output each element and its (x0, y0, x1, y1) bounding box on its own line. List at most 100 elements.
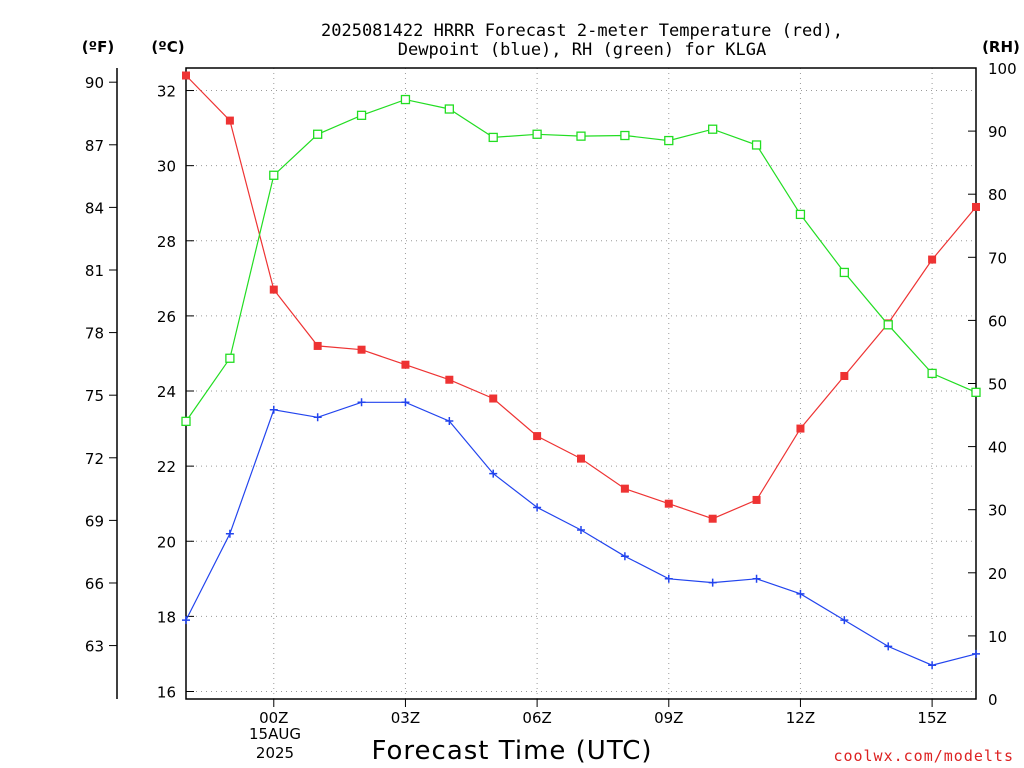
x-tick-label: 03Z (391, 709, 420, 727)
celsius-tick-label: 26 (157, 308, 176, 326)
temperature-point (577, 454, 585, 463)
fahrenheit-tick-label: 72 (85, 450, 104, 468)
rh-tick-label: 100 (988, 60, 1017, 78)
rh-point (664, 135, 674, 146)
temperature-point (708, 514, 717, 523)
date-label-year: 2025 (256, 744, 294, 762)
x-axis-label: Forecast Time (UTC) (371, 736, 652, 766)
temperature-point (620, 484, 629, 493)
rh-point (927, 368, 937, 379)
dewpoint-point (269, 405, 278, 414)
credit-text: coolwx.com/modelts (833, 747, 1014, 765)
celsius-tick-label: 16 (157, 683, 176, 701)
temperature-point (313, 341, 322, 350)
rh-tick-label: 0 (988, 691, 998, 709)
celsius-tick-label: 22 (157, 458, 176, 476)
dewpoint-point (796, 589, 805, 598)
celsius-tick-label: 18 (157, 608, 176, 626)
chart-title-line1: 2025081422 HRRR Forecast 2-meter Tempera… (321, 21, 843, 41)
rh-tick-label: 10 (988, 628, 1007, 646)
temperature-line (185, 75, 977, 520)
x-tick-label: 09Z (654, 709, 683, 727)
fahrenheit-tick-label: 87 (85, 137, 104, 155)
temperature-point (489, 394, 498, 403)
fahrenheit-tick-label: 84 (85, 199, 104, 217)
rh-point (269, 170, 279, 180)
plot-frame (185, 67, 977, 700)
rh-point (444, 104, 454, 114)
fahrenheit-axis-label: (ºF) (82, 38, 114, 56)
dewpoint-point (313, 413, 322, 422)
fahrenheit-tick-label: 90 (85, 74, 104, 92)
data-series (181, 71, 981, 670)
temperature-point (269, 285, 278, 294)
temperature-point (533, 432, 542, 441)
rh-point (181, 416, 191, 427)
dewpoint-point (577, 525, 585, 534)
rh-line (185, 98, 977, 422)
rh-point (400, 94, 411, 105)
gridlines (186, 68, 976, 699)
dewpoint-point (752, 574, 761, 583)
rh-tick-label: 80 (988, 186, 1007, 204)
fahrenheit-tick-label: 66 (85, 575, 104, 593)
fahrenheit-tick-label: 63 (85, 638, 104, 656)
celsius-tick-label: 24 (157, 383, 176, 401)
chart-title-line2: Dewpoint (blue), RH (green) for KLGA (398, 40, 766, 60)
rh-tick-label: 40 (988, 439, 1007, 457)
temperature-point (401, 360, 410, 369)
rh-point (356, 110, 367, 120)
dewpoint-point (489, 469, 498, 478)
temperature-point (972, 202, 980, 211)
rh-point (532, 129, 542, 139)
dewpoint-point (928, 661, 937, 670)
celsius-tick-label: 32 (157, 83, 176, 101)
temperature-point (928, 255, 937, 264)
date-label-day: 15AUG (249, 725, 301, 743)
fahrenheit-tick-label: 75 (85, 387, 104, 405)
celsius-tick-label: 28 (157, 233, 176, 251)
temperature-point (796, 424, 805, 433)
dewpoint-point (445, 417, 454, 426)
dewpoint-point (972, 649, 980, 658)
rh-point (488, 132, 498, 143)
fahrenheit-tick-label: 81 (85, 262, 104, 280)
axes: 16 18 20 22 24 26 28 30 32 00Z 03Z 06Z 09Z 12Z 15Z 63 66… (85, 60, 1017, 727)
temperature-point (357, 345, 366, 354)
fahrenheit-tick-label: 69 (85, 512, 104, 530)
temperature-point (445, 375, 454, 384)
rh-point (225, 353, 235, 363)
celsius-tick-label: 30 (157, 158, 176, 176)
rh-point (620, 130, 630, 141)
rh-point (708, 124, 718, 134)
rh-tick-label: 70 (988, 249, 1007, 267)
rh-tick-label: 30 (988, 502, 1007, 520)
rh-point (313, 129, 323, 139)
temperature-point (182, 71, 190, 80)
dewpoint-point (182, 616, 190, 625)
x-tick-label: 06Z (522, 709, 551, 727)
celsius-tick-label: 20 (157, 533, 176, 551)
rh-point (971, 387, 981, 397)
dewpoint-point (225, 529, 234, 538)
dewpoint-point (620, 552, 629, 561)
dewpoint-point (357, 398, 366, 407)
dewpoint-point (708, 578, 717, 587)
temperature-point (664, 499, 673, 508)
temperature-point (225, 116, 234, 125)
dewpoint-point (401, 398, 410, 407)
rh-tick-label: 50 (988, 376, 1007, 394)
dewpoint-point (884, 642, 893, 651)
dewpoint-point (840, 616, 849, 625)
temperature-point (840, 371, 849, 380)
x-tick-label: 15Z (917, 709, 946, 727)
celsius-axis-label: (ºC) (151, 38, 184, 56)
fahrenheit-tick-label: 78 (85, 325, 104, 343)
dewpoint-point (664, 574, 673, 583)
rh-axis-label: (RH) (982, 38, 1020, 56)
rh-point (576, 131, 586, 141)
rh-tick-label: 60 (988, 312, 1007, 330)
x-tick-label: 12Z (786, 709, 815, 727)
rh-point (839, 267, 849, 278)
